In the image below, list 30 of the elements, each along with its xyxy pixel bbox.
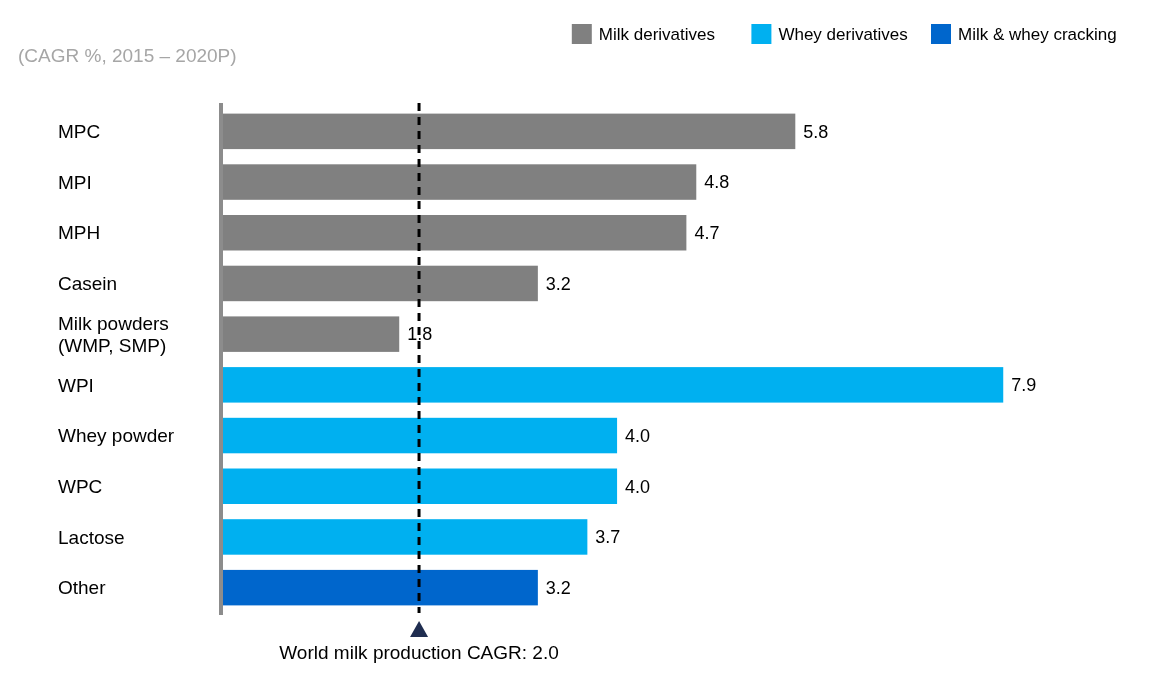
y-tick-label: Other xyxy=(58,577,107,599)
ref-line-label: World milk production CAGR: 2.0 xyxy=(279,642,559,663)
data-label: 4.0 xyxy=(625,425,651,446)
data-label: 4.7 xyxy=(694,223,720,244)
data-label: 7.9 xyxy=(1011,375,1037,396)
legend-label: Milk derivatives xyxy=(598,24,715,44)
data-label: 3.2 xyxy=(545,577,571,598)
y-tick-label: WPC xyxy=(58,475,103,497)
y-tick-label: MPI xyxy=(58,171,92,193)
data-label: 4.8 xyxy=(704,172,730,193)
y-tick-label: WPI xyxy=(58,374,94,396)
chart-title: (CAGR %, 2015 – 2020P) xyxy=(18,45,237,66)
y-tick-label: Casein xyxy=(58,273,118,295)
y-tick-label: MPH xyxy=(58,222,101,244)
bar xyxy=(221,519,588,555)
bar xyxy=(221,468,618,504)
bar xyxy=(221,569,538,606)
data-label: 1.8 xyxy=(407,324,433,345)
legend-label: Whey derivatives xyxy=(778,24,908,44)
bar xyxy=(221,417,618,454)
data-label: 4.0 xyxy=(625,476,651,497)
data-label: 3.7 xyxy=(595,527,621,548)
data-label: 3.2 xyxy=(545,273,571,294)
legend-label: Milk & whey cracking xyxy=(958,24,1117,44)
bar xyxy=(221,367,1004,403)
y-tick-label: Milk powders (WMP, SMP) xyxy=(58,312,169,356)
data-label: 5.8 xyxy=(803,121,829,142)
y-tick-label: MPC xyxy=(58,121,101,142)
y-tick-label: Whey powder xyxy=(58,425,175,447)
y-tick-label: Lactose xyxy=(58,526,125,548)
